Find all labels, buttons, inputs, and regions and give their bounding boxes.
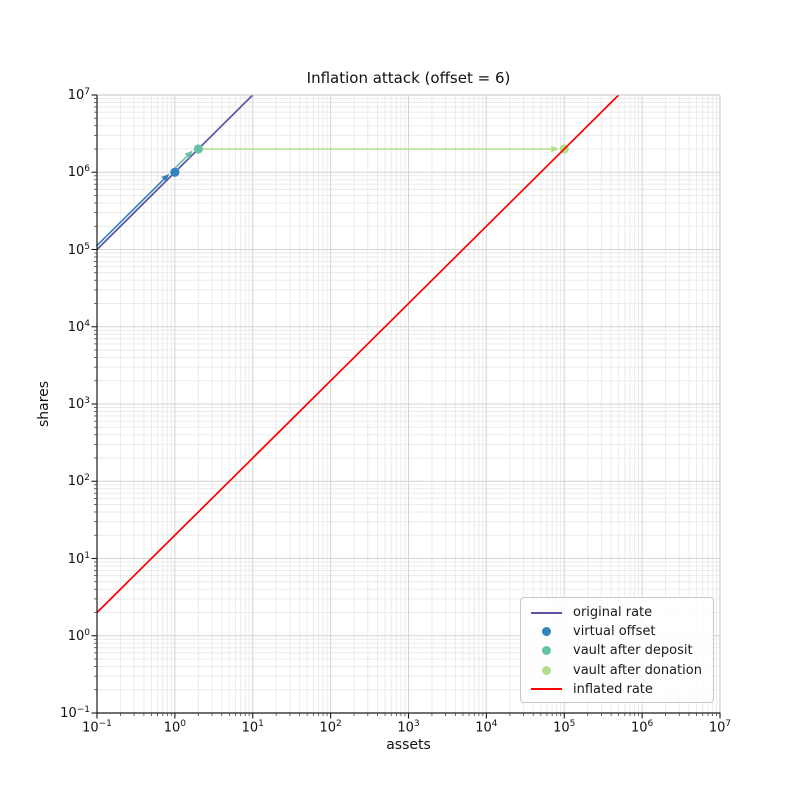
legend-item: vault after donation bbox=[528, 661, 709, 680]
x-axis-label: assets bbox=[386, 737, 431, 753]
legend-item: original rate bbox=[528, 603, 709, 622]
annotation-arrow-head bbox=[161, 173, 170, 182]
legend-dot-marker bbox=[528, 665, 565, 675]
annotation-arrow-shaft bbox=[173, 155, 188, 170]
legend-label: original rate bbox=[573, 605, 653, 621]
y-tick-label: 102 bbox=[67, 473, 90, 490]
chart-title: Inflation attack (offset = 6) bbox=[306, 69, 511, 87]
legend-dot-marker bbox=[528, 646, 565, 656]
series-line bbox=[96, 94, 620, 614]
legend-marker-swatch bbox=[531, 611, 562, 614]
x-tick-label: 102 bbox=[319, 719, 342, 736]
x-tick-label: 101 bbox=[241, 719, 264, 736]
legend-line-marker bbox=[528, 688, 565, 691]
y-axis-label: shares bbox=[36, 380, 52, 428]
x-tick-label: 107 bbox=[708, 719, 732, 736]
y-tick-label: 104 bbox=[67, 318, 90, 335]
y-tick-label: 103 bbox=[67, 395, 90, 413]
annotation-arrow-shaft bbox=[95, 178, 165, 247]
legend: original rate virtual offset vault after d… bbox=[520, 597, 714, 703]
legend-marker-swatch bbox=[531, 688, 562, 691]
x-tick-label: 106 bbox=[630, 719, 654, 736]
legend-marker-swatch bbox=[542, 665, 551, 675]
legend-label: vault after donation bbox=[573, 662, 702, 678]
y-tick-label: 107 bbox=[67, 86, 90, 104]
y-tick-label: 106 bbox=[67, 164, 90, 181]
scatter-point bbox=[193, 144, 203, 154]
y-tick-label: 10−1 bbox=[60, 704, 90, 722]
x-tick-label: 105 bbox=[553, 719, 576, 736]
y-tick-label: 105 bbox=[67, 241, 90, 258]
legend-marker-swatch bbox=[542, 646, 551, 656]
legend-dot-marker bbox=[528, 627, 565, 637]
y-tick-label: 100 bbox=[67, 627, 90, 644]
legend-item: inflated rate bbox=[528, 680, 709, 699]
legend-item: virtual offset bbox=[528, 622, 709, 641]
x-tick-label: 10−1 bbox=[82, 719, 112, 736]
legend-label: virtual offset bbox=[573, 624, 656, 640]
annotation-arrow-head bbox=[551, 145, 560, 153]
x-tick-label: 103 bbox=[397, 719, 420, 736]
x-tick-label: 104 bbox=[475, 719, 498, 736]
annotation-arrow-head bbox=[184, 150, 193, 159]
legend-label: inflated rate bbox=[573, 681, 653, 697]
legend-marker-swatch bbox=[542, 627, 551, 637]
y-tick-label: 101 bbox=[67, 550, 90, 567]
scatter-point bbox=[170, 167, 180, 177]
x-tick-label: 100 bbox=[163, 719, 187, 736]
legend-line-marker bbox=[528, 611, 565, 614]
legend-item: vault after deposit bbox=[528, 641, 709, 660]
legend-label: vault after deposit bbox=[573, 643, 693, 659]
